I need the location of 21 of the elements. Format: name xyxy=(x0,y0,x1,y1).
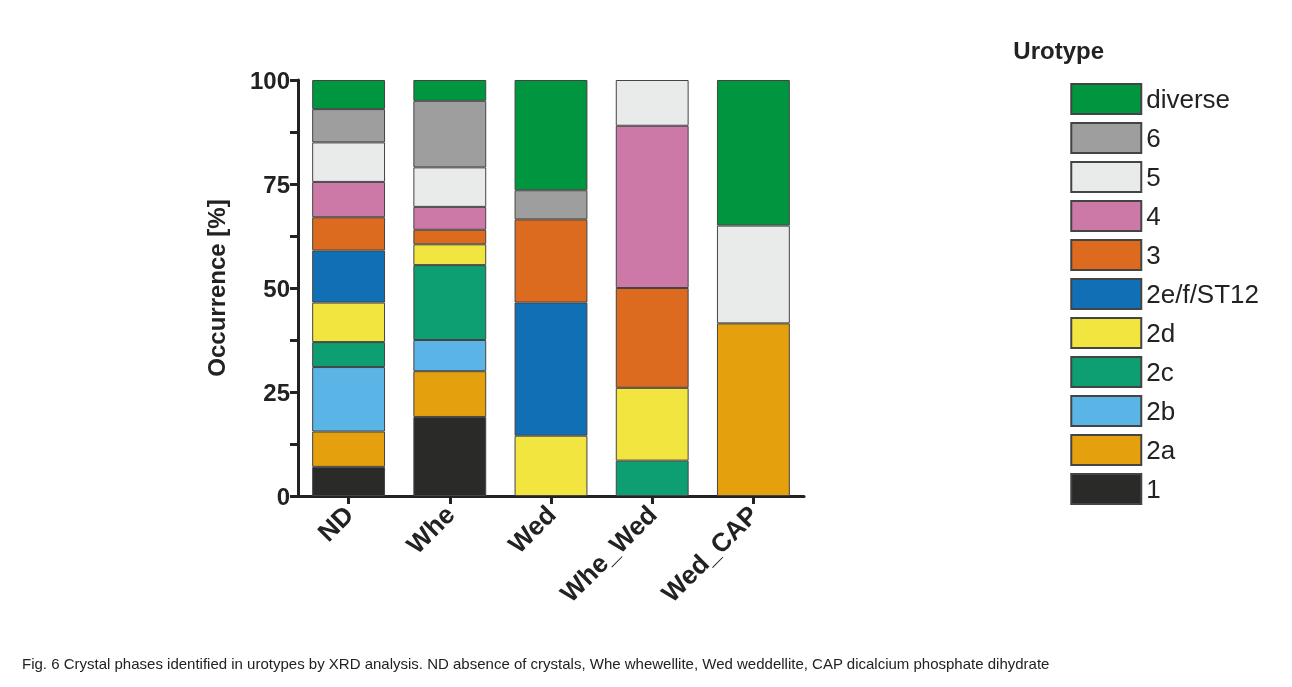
legend-label: 2a xyxy=(1146,435,1176,465)
legend-label: 2b xyxy=(1146,396,1176,426)
x-tick-label: ND xyxy=(311,499,360,548)
legend-label: 2d xyxy=(1146,318,1176,348)
legend-label: 2c xyxy=(1146,357,1174,387)
legend-label: diverse xyxy=(1146,84,1231,114)
legend-label: 1 xyxy=(1146,474,1161,504)
legend-label: 5 xyxy=(1146,162,1161,192)
legend-label: 2e/f/ST12 xyxy=(1146,279,1259,309)
y-tick-label: 50 xyxy=(263,274,290,302)
y-tick-label: 0 xyxy=(276,482,290,510)
legend-label: 6 xyxy=(1146,123,1161,153)
y-axis-title: Occurrence [%] xyxy=(202,199,230,377)
x-tick-label: Whe xyxy=(400,499,461,560)
legend-title: Urotype xyxy=(1013,36,1105,64)
y-tick-label: 25 xyxy=(263,378,290,406)
legend-label: 4 xyxy=(1146,201,1161,231)
y-tick-label: 75 xyxy=(263,170,290,198)
caption: Fig. 6 Crystal phases identified in urotypes by XRD analysis. ND absence of crystals, Whe whewellite, Wed weddellite, CAP dicalcium phosphate dihydrate xyxy=(22,655,1050,672)
y-tick-label: 100 xyxy=(249,66,290,94)
legend-label: 3 xyxy=(1146,240,1161,270)
